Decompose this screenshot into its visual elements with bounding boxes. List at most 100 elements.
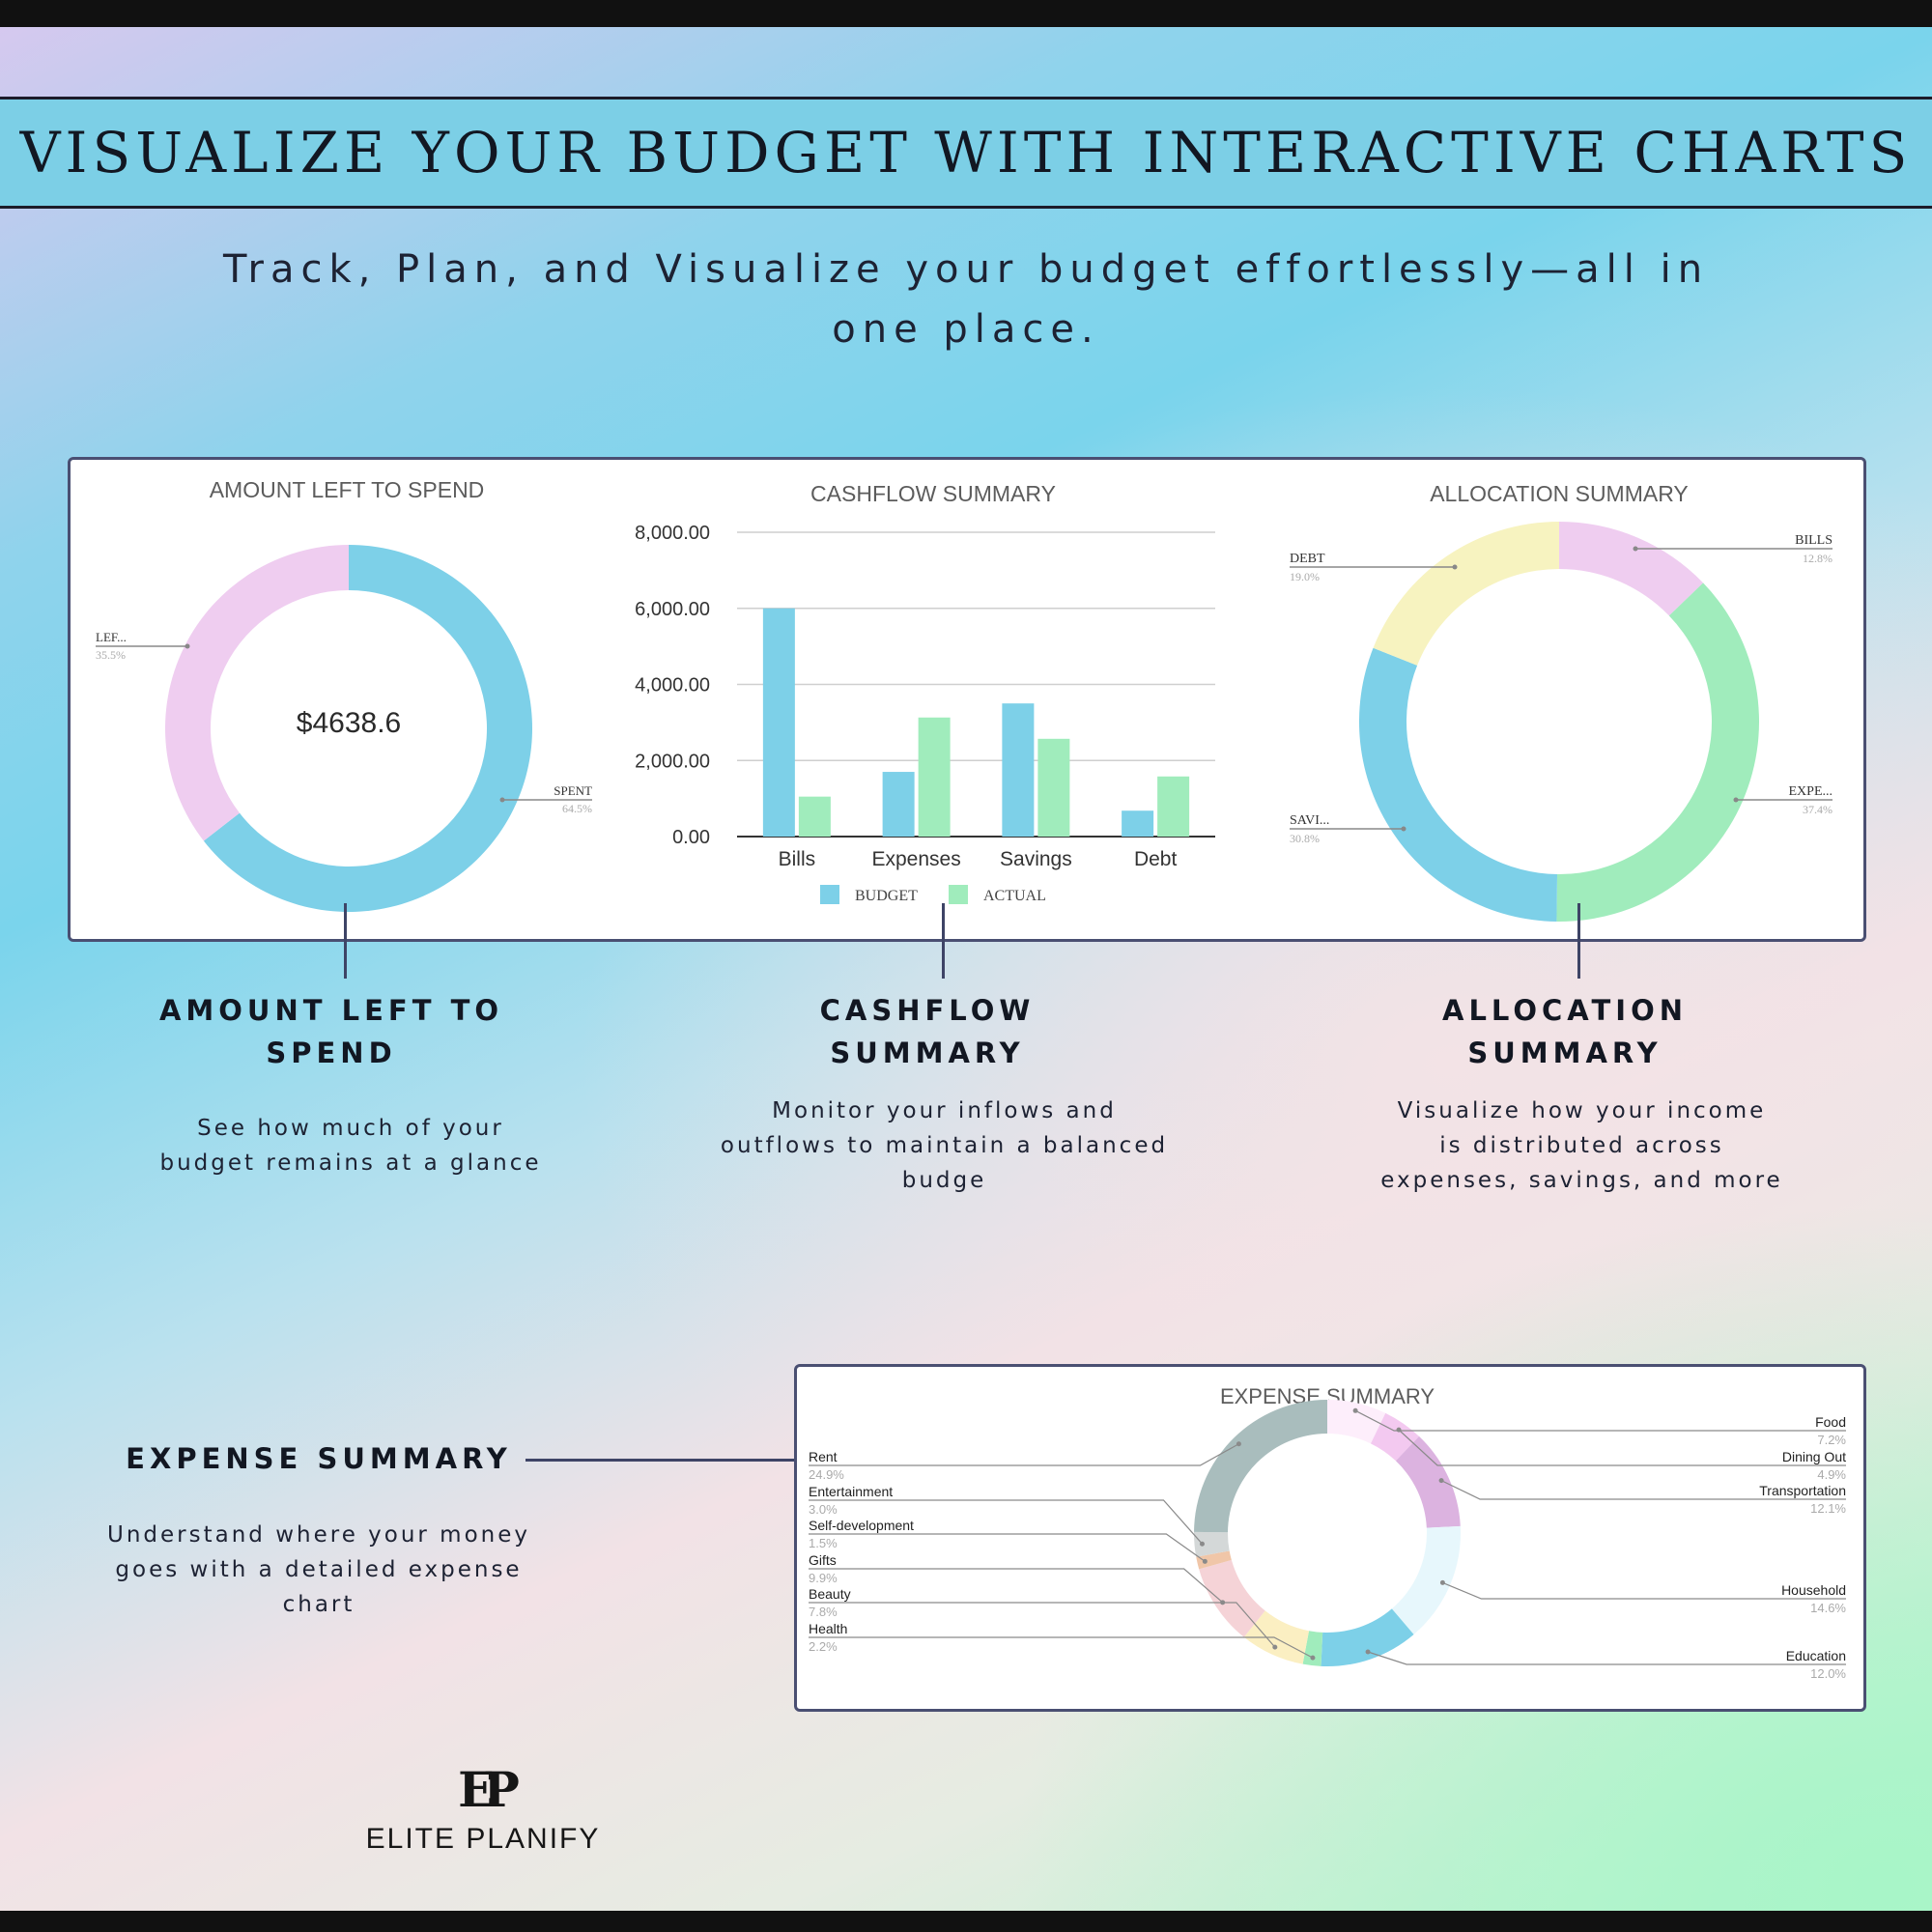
description-line: See how much of your <box>197 1116 504 1141</box>
legend-label: ACTUAL <box>983 888 1046 904</box>
heading-line: SPEND <box>266 1037 397 1069</box>
brand-logo: EP ELITE PLANIFY <box>348 1763 618 1856</box>
description-line: goes with a detailed expense <box>115 1557 523 1582</box>
leader-dot <box>1272 1644 1278 1650</box>
slice-label: Education <box>1786 1648 1846 1663</box>
heading-line: SUMMARY <box>1467 1037 1662 1069</box>
slice-percent: 7.2% <box>1817 1433 1846 1447</box>
donut-slice <box>1302 1631 1323 1666</box>
slice-label: Dining Out <box>1782 1449 1846 1464</box>
slice-label: SPENT <box>554 783 592 798</box>
slice-label: Transportation <box>1759 1483 1846 1498</box>
leader-line <box>1442 1581 1846 1600</box>
bar-budget <box>1002 703 1035 837</box>
leader-dot <box>1365 1649 1371 1655</box>
y-tick-label: 6,000.00 <box>635 599 710 620</box>
description-line: budget remains at a glance <box>159 1151 542 1176</box>
chart-title: CASHFLOW SUMMARY <box>810 481 1056 506</box>
slice-percent: 37.4% <box>1803 803 1833 816</box>
slice-percent: 4.9% <box>1817 1467 1846 1482</box>
leader-dot <box>1236 1441 1241 1447</box>
donut-slice <box>1373 522 1559 666</box>
x-tick-label: Debt <box>1134 848 1178 870</box>
amount-left-description: See how much of your budget remains at a… <box>109 1111 592 1180</box>
bar-budget <box>1122 810 1154 837</box>
slice-percent: 12.0% <box>1810 1666 1846 1681</box>
donut-slice <box>165 545 349 841</box>
allocation-heading: ALLOCATION SUMMARY <box>1352 989 1777 1074</box>
slice-percent: 1.5% <box>809 1536 838 1550</box>
slice-callout: LEF... 35.5% <box>96 630 190 662</box>
x-tick-label: Savings <box>1000 848 1072 870</box>
description-line: chart <box>282 1592 355 1617</box>
donut-slice <box>1359 647 1558 922</box>
slice-percent: 30.8% <box>1290 832 1320 845</box>
leader-line <box>1398 1429 1846 1466</box>
description-line: outflows to maintain a balanced <box>720 1133 1169 1158</box>
connector-amount-left <box>344 903 347 979</box>
leader-line <box>809 1443 1239 1466</box>
leader-line <box>809 1533 1206 1562</box>
leader-line <box>809 1636 1314 1659</box>
slice-label: Gifts <box>809 1552 837 1568</box>
allocation-chart: ALLOCATION SUMMARY BILLS 12.8% EXPE... 3… <box>1290 481 1833 922</box>
bar-actual <box>918 717 951 837</box>
page-title: VISUALIZE YOUR BUDGET WITH INTERACTIVE C… <box>19 120 1913 185</box>
connector-allocation <box>1577 903 1580 979</box>
cashflow-chart: CASHFLOW SUMMARY 0.00 2,000.00 4,000.00 6,0… <box>635 481 1215 904</box>
expense-heading: EXPENSE SUMMARY <box>92 1437 546 1480</box>
allocation-description: Visualize how your income is distributed… <box>1314 1094 1850 1198</box>
leader-line <box>1354 1409 1846 1432</box>
slice-percent: 35.5% <box>96 648 126 662</box>
connector-cashflow <box>942 903 945 979</box>
slice-label: Food <box>1815 1414 1846 1430</box>
donut-slice <box>1327 1400 1386 1444</box>
expense-description: Understand where your money goes with a … <box>58 1518 580 1622</box>
donut-slice <box>1391 1525 1461 1634</box>
slice-callout: SAVI... 30.8% <box>1290 813 1406 845</box>
slice-percent: 64.5% <box>562 802 592 815</box>
y-tick-label: 2,000.00 <box>635 751 710 772</box>
legend-label: BUDGET <box>855 888 918 904</box>
leader-line <box>809 1499 1203 1545</box>
slice-label: LEF... <box>96 630 127 644</box>
slice-percent: 24.9% <box>809 1467 844 1482</box>
donut-slice <box>1243 1610 1310 1664</box>
description-line: Monitor your inflows and <box>772 1098 1117 1123</box>
heading-line: AMOUNT LEFT TO <box>158 994 504 1027</box>
donut-slice <box>1395 1435 1461 1528</box>
bar-actual <box>798 796 831 837</box>
slice-label: SAVI... <box>1290 813 1329 828</box>
charts-svg: AMOUNT LEFT TO SPEND $4638.6 SPENT 64.5%… <box>96 477 1833 922</box>
subtitle-line: one place. <box>832 307 1100 352</box>
bar-actual <box>1037 738 1070 837</box>
bar-budget <box>882 772 915 837</box>
slice-label: BILLS <box>1795 533 1833 548</box>
y-tick-label: 8,000.00 <box>635 523 710 544</box>
amount-left-chart: AMOUNT LEFT TO SPEND $4638.6 SPENT 64.5%… <box>96 477 592 912</box>
chart-title: ALLOCATION SUMMARY <box>1430 481 1689 506</box>
leader-dot <box>1199 1541 1205 1547</box>
slice-percent: 3.0% <box>809 1502 838 1517</box>
description-line: budge <box>901 1168 987 1193</box>
slice-label: Household <box>1781 1582 1846 1598</box>
slice-label: Beauty <box>809 1586 851 1602</box>
description-line: is distributed across <box>1439 1133 1724 1158</box>
cashflow-heading: CASHFLOW SUMMARY <box>715 989 1140 1074</box>
slice-callout: DEBT 19.0% <box>1290 552 1458 583</box>
description-line: Visualize how your income <box>1397 1098 1767 1123</box>
donut-slice <box>1559 522 1704 616</box>
slice-percent: 12.8% <box>1803 552 1833 565</box>
leader-dot <box>1352 1407 1358 1413</box>
slice-label: Rent <box>809 1449 838 1464</box>
page-subtitle: Track, Plan, and Visualize your budget e… <box>193 240 1739 359</box>
cashflow-description: Monitor your inflows and outflows to mai… <box>676 1094 1212 1198</box>
leader-line <box>1440 1480 1846 1500</box>
y-tick-label: 0.00 <box>672 827 710 848</box>
center-value: $4638.6 <box>297 707 401 739</box>
bottom-border <box>0 1911 1932 1932</box>
heading-line: ALLOCATION <box>1442 994 1688 1027</box>
leader-dot <box>1439 1579 1445 1585</box>
slice-percent: 14.6% <box>1810 1601 1846 1615</box>
description-line: Understand where your money <box>107 1522 530 1548</box>
